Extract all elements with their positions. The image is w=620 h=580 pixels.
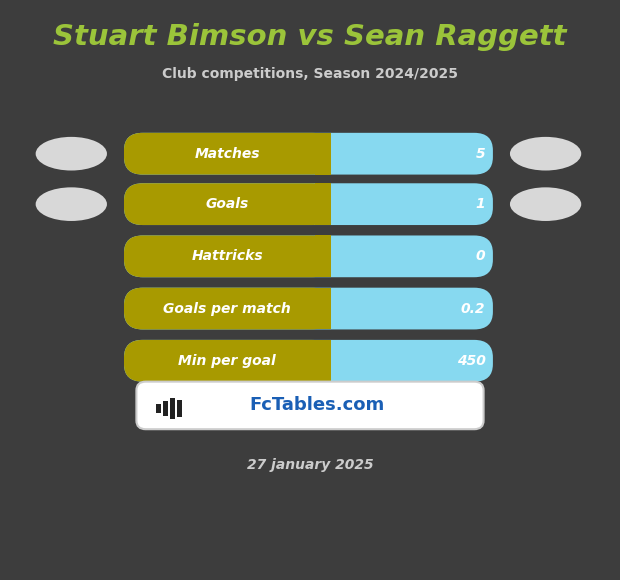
Ellipse shape [35, 187, 107, 221]
Polygon shape [163, 401, 168, 416]
Text: Matches: Matches [195, 147, 260, 161]
FancyBboxPatch shape [124, 340, 493, 382]
Text: Goals: Goals [206, 197, 249, 211]
FancyBboxPatch shape [124, 133, 493, 175]
FancyBboxPatch shape [124, 340, 330, 382]
Text: 1: 1 [476, 197, 485, 211]
Text: 0: 0 [476, 249, 485, 263]
Text: Hattricks: Hattricks [192, 249, 263, 263]
FancyBboxPatch shape [124, 235, 493, 277]
FancyBboxPatch shape [124, 288, 493, 329]
Text: Stuart Bimson vs Sean Raggett: Stuart Bimson vs Sean Raggett [53, 23, 567, 51]
Polygon shape [177, 400, 182, 417]
Text: Min per goal: Min per goal [179, 354, 276, 368]
Text: Club competitions, Season 2024/2025: Club competitions, Season 2024/2025 [162, 67, 458, 81]
FancyBboxPatch shape [136, 382, 484, 429]
Ellipse shape [510, 187, 582, 221]
Text: 5: 5 [476, 147, 485, 161]
FancyBboxPatch shape [124, 183, 330, 225]
Polygon shape [315, 133, 330, 175]
Text: FcTables.com: FcTables.com [249, 396, 384, 415]
Ellipse shape [35, 137, 107, 171]
Text: 450: 450 [456, 354, 485, 368]
FancyBboxPatch shape [124, 183, 493, 225]
Text: Goals per match: Goals per match [164, 302, 291, 316]
Polygon shape [156, 404, 161, 413]
Polygon shape [170, 398, 175, 419]
FancyBboxPatch shape [124, 288, 330, 329]
Polygon shape [315, 235, 330, 277]
FancyBboxPatch shape [124, 133, 330, 175]
Polygon shape [315, 183, 330, 225]
Polygon shape [315, 288, 330, 329]
FancyBboxPatch shape [124, 235, 330, 277]
Text: 0.2: 0.2 [461, 302, 485, 316]
Polygon shape [315, 340, 330, 382]
Text: 27 january 2025: 27 january 2025 [247, 458, 373, 472]
Ellipse shape [510, 137, 582, 171]
